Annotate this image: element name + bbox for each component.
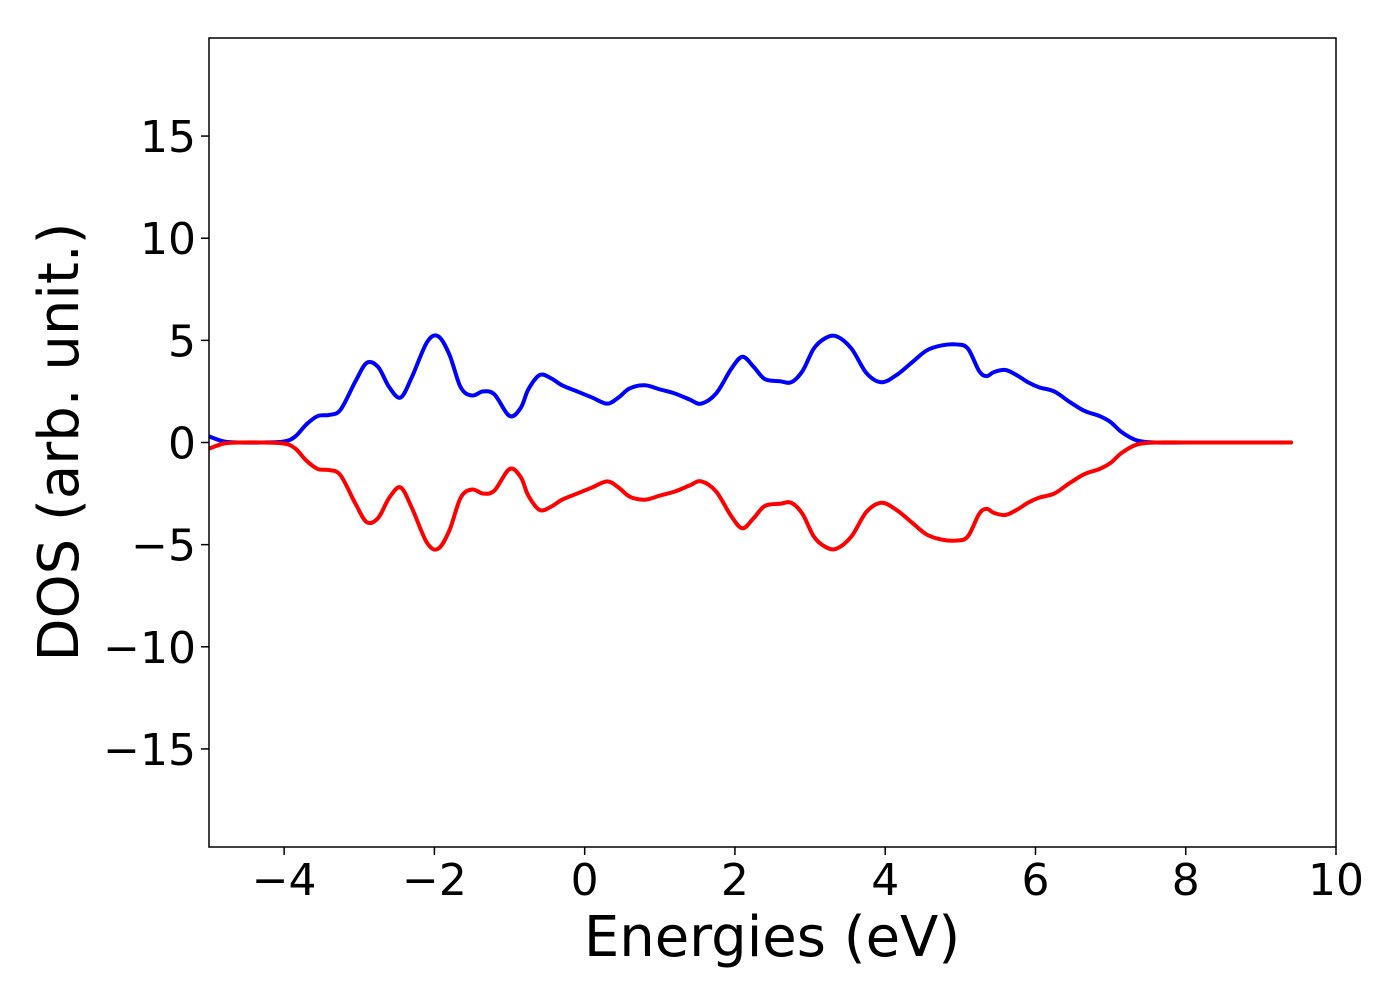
- x-tick-label: −2: [402, 855, 467, 906]
- x-axis: −4 −2 0 2 4 6 8 10: [252, 847, 1364, 906]
- x-axis-title: Energies (eV): [584, 905, 960, 970]
- series-layer: [209, 333, 1293, 552]
- y-tick-label: 15: [140, 112, 196, 163]
- y-tick-label: 10: [140, 214, 196, 265]
- y-tick-label: −10: [103, 623, 196, 674]
- x-tick-label: 10: [1308, 855, 1364, 906]
- y-axis: −15 −10 −5 0 5 10 15: [103, 112, 209, 776]
- x-tick-label: 6: [1021, 855, 1049, 906]
- x-tick-label: 2: [721, 855, 749, 906]
- y-axis-title: DOS (arb. unit.): [27, 222, 92, 661]
- x-tick-label: −4: [252, 855, 317, 906]
- series-line-1: [209, 333, 1293, 445]
- y-tick-label: 5: [168, 316, 196, 367]
- x-tick-label: 0: [571, 855, 599, 906]
- y-tick-label: −15: [103, 725, 196, 776]
- x-tick-label: 8: [1172, 855, 1200, 906]
- series-line-2: [209, 440, 1293, 552]
- y-tick-label: −5: [131, 521, 196, 572]
- y-tick-label: 0: [168, 419, 196, 470]
- x-tick-label: 4: [871, 855, 899, 906]
